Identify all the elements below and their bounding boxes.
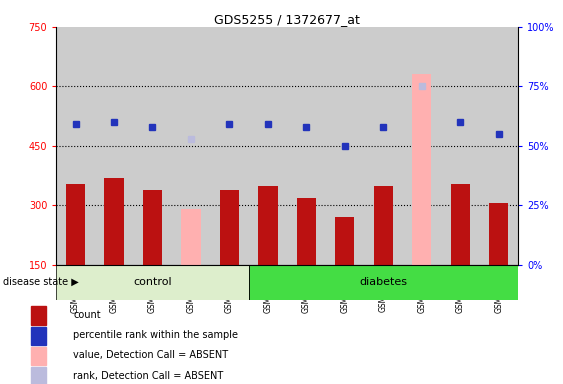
Bar	[374, 185, 393, 265]
Bar	[412, 74, 431, 265]
Text: count: count	[73, 310, 101, 320]
Bar	[325, 27, 364, 265]
Bar	[95, 27, 133, 265]
Text: control: control	[133, 277, 172, 287]
Bar	[31, 347, 46, 366]
Bar	[143, 190, 162, 265]
Bar	[489, 204, 508, 265]
Bar	[403, 27, 441, 265]
Text: rank, Detection Call = ABSENT: rank, Detection Call = ABSENT	[73, 371, 224, 381]
Bar	[56, 27, 95, 265]
Text: disease state ▶: disease state ▶	[3, 277, 79, 287]
Bar	[31, 306, 46, 325]
Bar	[172, 27, 210, 265]
Text: value, Detection Call = ABSENT: value, Detection Call = ABSENT	[73, 350, 229, 360]
Text: diabetes: diabetes	[359, 277, 407, 287]
Bar	[441, 27, 480, 265]
Bar	[56, 265, 249, 300]
Title: GDS5255 / 1372677_at: GDS5255 / 1372677_at	[214, 13, 360, 26]
Bar	[220, 190, 239, 265]
Bar	[31, 367, 46, 384]
Bar	[297, 197, 316, 265]
Bar	[31, 326, 46, 345]
Bar	[66, 184, 85, 265]
Bar	[104, 178, 124, 265]
Bar	[249, 265, 518, 300]
Bar	[258, 185, 278, 265]
Bar	[249, 27, 287, 265]
Bar	[133, 27, 172, 265]
Bar	[210, 27, 249, 265]
Bar	[287, 27, 325, 265]
Bar	[480, 27, 518, 265]
Text: percentile rank within the sample: percentile rank within the sample	[73, 330, 238, 340]
Bar	[335, 217, 355, 265]
Bar	[450, 184, 470, 265]
Bar	[364, 27, 403, 265]
Bar	[181, 209, 200, 265]
